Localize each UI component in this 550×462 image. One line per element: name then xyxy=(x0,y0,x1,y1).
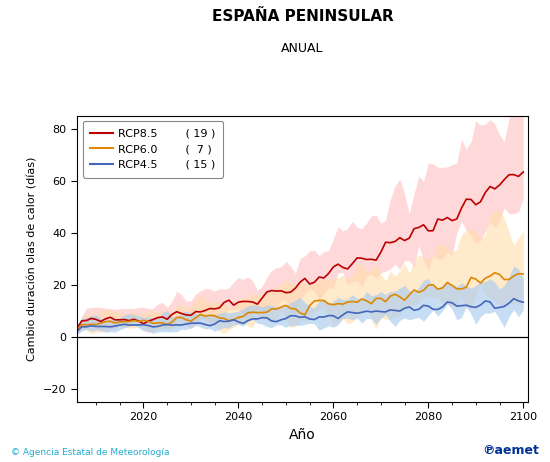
Text: ESPAÑA PENINSULAR: ESPAÑA PENINSULAR xyxy=(212,9,393,24)
X-axis label: Año: Año xyxy=(289,428,316,442)
Text: © Agencia Estatal de Meteorología: © Agencia Estatal de Meteorología xyxy=(11,449,169,457)
Y-axis label: Cambio duración olas de calor (días): Cambio duración olas de calor (días) xyxy=(28,157,37,361)
Text: ANUAL: ANUAL xyxy=(281,42,324,55)
Text: ℗aemet: ℗aemet xyxy=(482,444,539,457)
Legend: RCP8.5        ( 19 ), RCP6.0        (  7 ), RCP4.5        ( 15 ): RCP8.5 ( 19 ), RCP6.0 ( 7 ), RCP4.5 ( 15… xyxy=(82,121,223,178)
